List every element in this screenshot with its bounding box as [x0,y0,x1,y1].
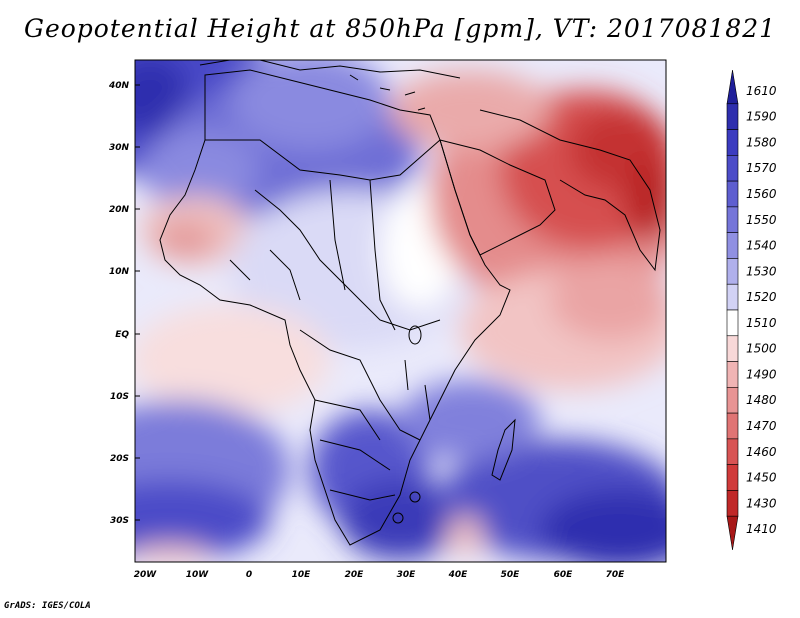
colorbar-label: 1480 [746,393,777,407]
latitude-axis: 40N 30N 20N 10N EQ 10S 20S 30S [108,81,140,526]
lat-label: 30S [110,516,129,526]
lon-label: 70E [606,570,626,580]
colorbar-label: 1470 [746,419,777,433]
lon-label: 10E [292,570,312,580]
colorbar-swatch [726,335,739,362]
colorbar-swatch [726,206,739,233]
lat-label: 10S [110,392,129,402]
lon-label: 30E [397,570,417,580]
colorbar-label: 1530 [746,264,777,278]
lat-label: 10N [109,267,130,277]
lon-label: 40E [448,570,469,580]
lon-label: 0 [246,570,252,580]
colorbar-swatch [726,283,739,311]
lat-label: 20S [110,454,129,464]
colorbar-label: 1540 [746,239,777,253]
colorbar-label: 1410 [746,522,777,536]
colorbar-swatch [726,464,739,491]
colorbar-swatch [726,155,739,182]
colorbar: 1610 1590 1580 1570 1560 1550 1540 1530 1520 1510… [726,69,777,551]
lon-label: 20W [134,570,158,580]
colorbar-label: 1450 [746,471,777,485]
lat-label: EQ [115,330,129,340]
colorbar-label: 1510 [746,316,777,330]
colorbar-label: 1520 [746,290,777,304]
coastlines [159,60,661,546]
colorbar-swatch [726,258,739,285]
lon-label: 60E [554,570,574,580]
longitude-axis: 20W 10W 0 10E 20E 30E 40E 50E 60E 70E [134,570,625,580]
colorbar-swatch [726,103,739,130]
colorbar-swatch [726,180,739,208]
colorbar-swatch [726,490,739,517]
colorbar-label: 1560 [746,187,777,201]
lon-label: 20E [345,570,365,580]
colorbar-swatch [726,309,739,337]
colorbar-label: 1430 [746,496,777,510]
colorbar-label: 1490 [746,367,777,381]
grads-credit: GrADS: IGES/COLA [4,601,91,611]
plot-frame [134,59,667,563]
lat-label: 20N [109,205,130,215]
colorbar-label: 1550 [746,213,777,227]
colorbar-label: 1610 [746,84,777,98]
colorbar-swatch [726,412,739,440]
lat-label: 30N [109,143,130,153]
colorbar-swatch [726,129,739,156]
colorbar-swatch [726,361,739,388]
colorbar-swatch [726,69,739,105]
colorbar-label: 1500 [746,342,777,356]
lon-label: 10W [186,570,210,580]
colorbar-label: 1460 [746,445,777,459]
colorbar-swatch [726,387,739,414]
colorbar-label: 1590 [746,110,777,124]
map-title: Geopotential Height at 850hPa [gpm], VT:… [23,14,777,43]
lat-label: 40N [108,81,130,91]
colorbar-swatch [726,515,739,551]
lon-label: 50E [501,570,521,580]
colorbar-label: 1580 [746,135,777,149]
colorbar-swatch [726,438,739,465]
colorbar-swatch [726,232,739,259]
colorbar-label: 1570 [746,161,777,175]
height-field [135,60,666,562]
